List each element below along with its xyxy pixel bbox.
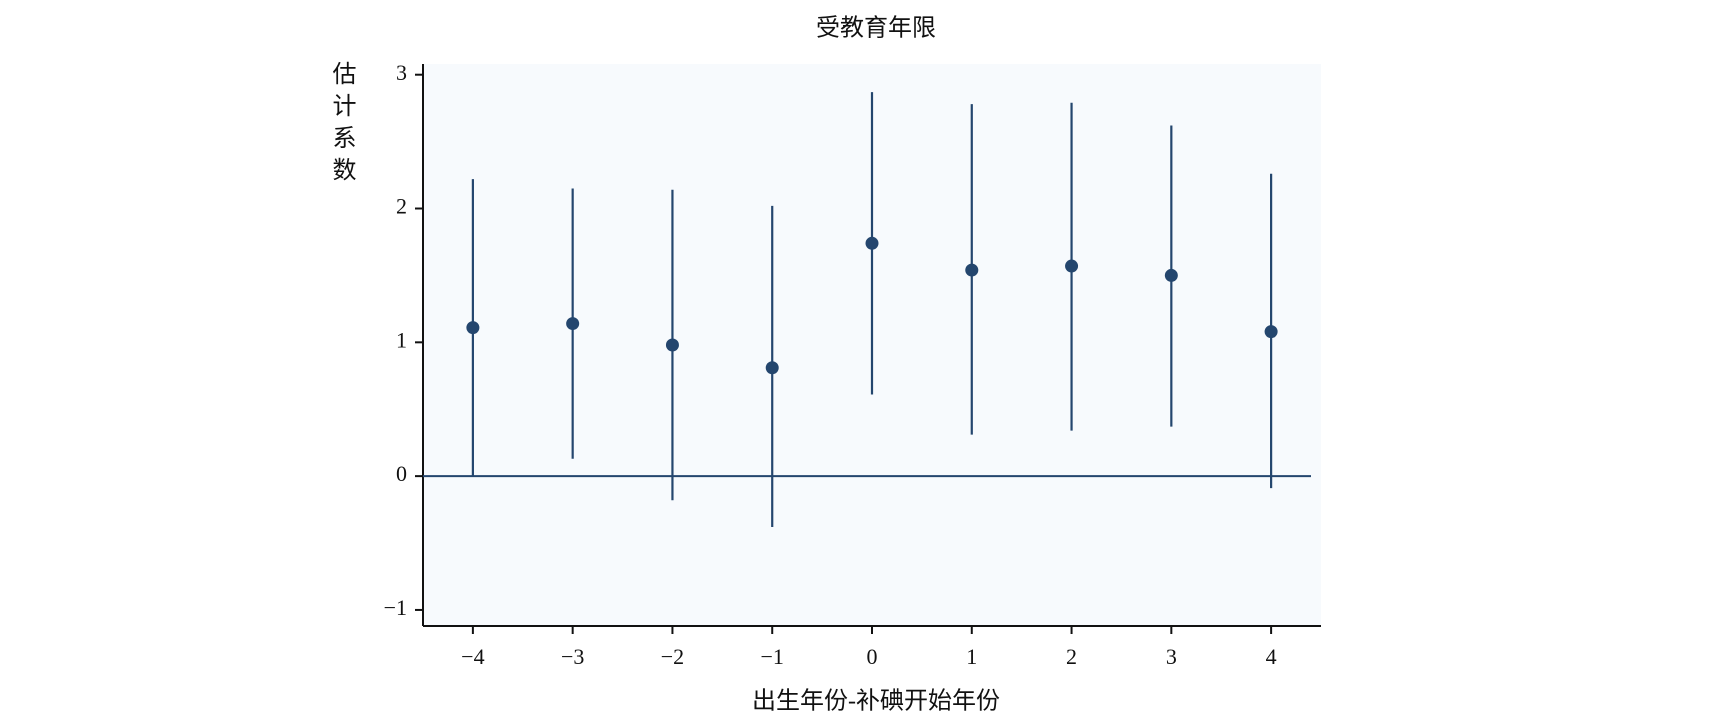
x-tick-label: 1 (966, 644, 977, 669)
point (1065, 259, 1079, 273)
x-tick-label: 4 (1266, 644, 1277, 669)
point (665, 338, 679, 352)
x-axis-label: 出生年份-补碘开始年份 (752, 688, 1000, 715)
point (1164, 268, 1178, 282)
point (566, 317, 580, 331)
y-tick-label: −1 (384, 595, 407, 620)
y-tick-label: 3 (396, 60, 407, 85)
x-tick-label: −2 (661, 644, 684, 669)
x-tick-label: 0 (867, 644, 878, 669)
x-tick-label: −1 (761, 644, 784, 669)
point (965, 263, 979, 277)
point (466, 321, 480, 335)
y-tick-label: 1 (396, 327, 407, 352)
y-axis-label: 估计系数 (328, 61, 356, 189)
point (765, 361, 779, 375)
x-tick-label: 3 (1166, 644, 1177, 669)
chart-title: 受教育年限 (816, 15, 936, 42)
point (865, 236, 879, 250)
y-tick-label: 2 (396, 194, 407, 219)
point (1264, 325, 1278, 339)
x-tick-label: −4 (461, 644, 484, 669)
x-tick-label: 2 (1066, 644, 1077, 669)
y-tick-label: 0 (396, 461, 407, 486)
x-tick-label: −3 (561, 644, 584, 669)
